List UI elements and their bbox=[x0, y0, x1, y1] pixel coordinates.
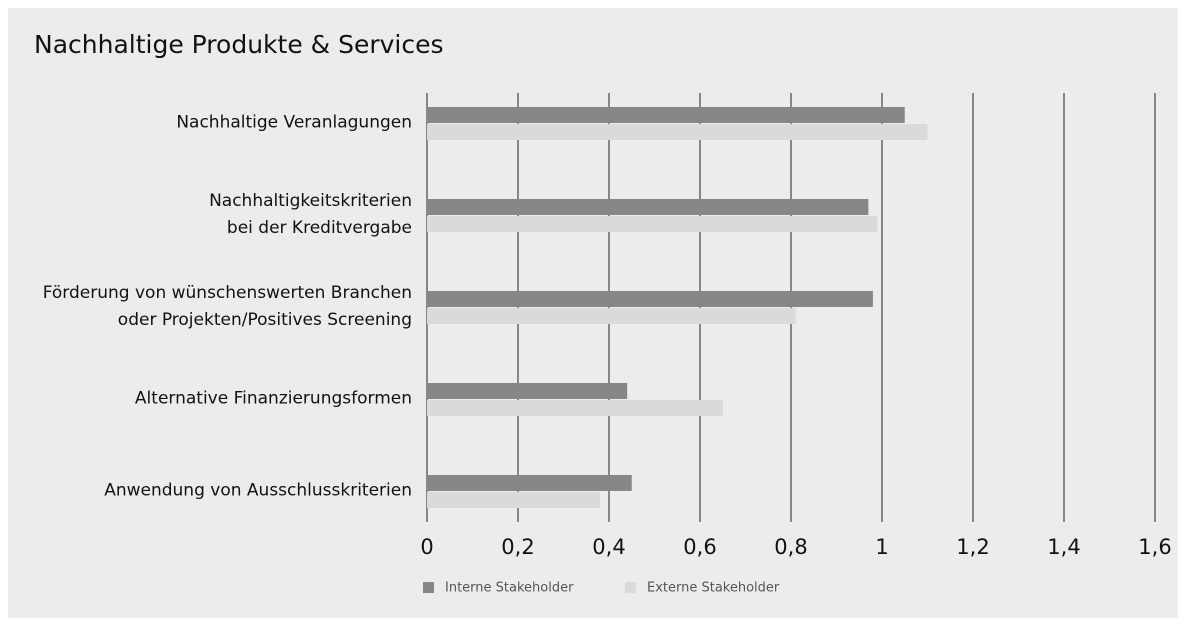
bar bbox=[427, 216, 878, 232]
bar bbox=[427, 475, 632, 491]
x-tick-label: 0,2 bbox=[501, 535, 534, 559]
category-label: Nachhaltige Veranlagungen bbox=[176, 112, 412, 133]
bar bbox=[427, 199, 869, 215]
legend-swatch bbox=[625, 582, 636, 593]
bar bbox=[427, 107, 905, 123]
chart-title: Nachhaltige Produkte & Services bbox=[34, 30, 444, 59]
category-label: Nachhaltigkeitskriterien bei der Kreditv… bbox=[209, 191, 412, 238]
bar bbox=[427, 400, 723, 416]
bar bbox=[427, 308, 796, 324]
bar bbox=[427, 383, 628, 399]
x-tick-label: 1,2 bbox=[956, 535, 989, 559]
category-label: Förderung von wünschenswerten Branchen o… bbox=[42, 283, 412, 330]
x-tick-label: 0 bbox=[420, 535, 433, 559]
category-label: Anwendung von Ausschlusskriterien bbox=[104, 480, 412, 501]
bar bbox=[427, 124, 928, 140]
x-tick-label: 1 bbox=[875, 535, 888, 559]
legend-swatch bbox=[423, 582, 434, 593]
x-tick-label: 1,4 bbox=[1047, 535, 1080, 559]
bar bbox=[427, 492, 600, 508]
legend-label: Externe Stakeholder bbox=[647, 581, 780, 596]
bar bbox=[427, 291, 873, 307]
x-tick-label: 0,8 bbox=[774, 535, 807, 559]
category-label: Alternative Finanzierungsformen bbox=[134, 388, 412, 409]
x-tick-label: 0,6 bbox=[683, 535, 716, 559]
x-tick-label: 1,6 bbox=[1138, 535, 1171, 559]
x-tick-label: 0,4 bbox=[592, 535, 625, 559]
legend-label: Interne Stakeholder bbox=[445, 581, 574, 596]
